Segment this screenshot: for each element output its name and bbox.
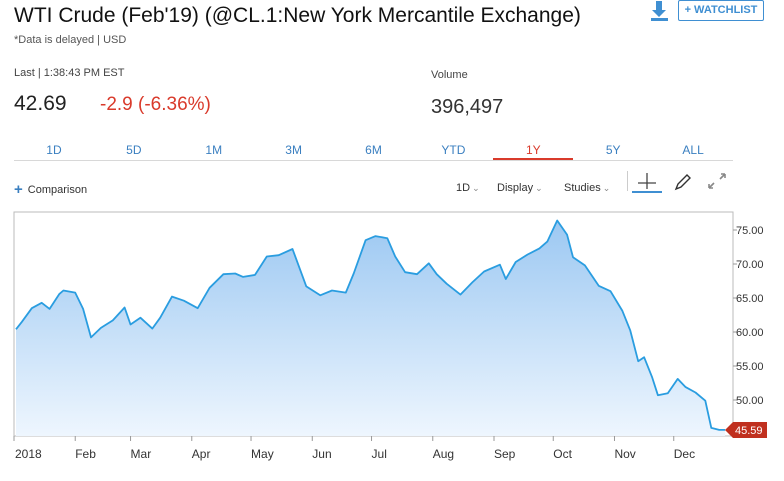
pencil-icon[interactable] bbox=[668, 171, 698, 193]
tab-1m[interactable]: 1M bbox=[205, 143, 223, 157]
series-area bbox=[16, 220, 726, 436]
last-value-marker bbox=[725, 421, 767, 438]
volume-label: Volume bbox=[431, 69, 468, 81]
x-tick-label: Sep bbox=[494, 447, 516, 461]
page-title: WTI Crude (Feb'19) (@CL.1:New York Merca… bbox=[14, 4, 581, 27]
tab-1y[interactable]: 1Y bbox=[493, 141, 574, 160]
tab-ytd[interactable]: YTD bbox=[441, 143, 466, 157]
interval-dropdown[interactable]: 1D ⌄ bbox=[456, 182, 480, 194]
y-tick-label: 75.00 bbox=[736, 225, 764, 237]
tab-5y[interactable]: 5Y bbox=[605, 143, 621, 157]
tab-1d[interactable]: 1D bbox=[46, 143, 62, 157]
last-value-label: 45.59 bbox=[735, 425, 763, 437]
y-tick-label: 60.00 bbox=[736, 327, 764, 339]
comparison-button[interactable]: + Comparison bbox=[14, 181, 87, 198]
tab-5d[interactable]: 5D bbox=[126, 143, 142, 157]
x-tick-label: Nov bbox=[614, 447, 635, 461]
studies-label: Studies bbox=[564, 182, 601, 194]
y-tick-label: 65.00 bbox=[736, 293, 764, 305]
download-icon[interactable] bbox=[648, 0, 672, 22]
expand-icon[interactable] bbox=[702, 171, 732, 193]
price-change: -2.9 (-6.36%) bbox=[100, 94, 211, 115]
x-tick-label: 2018 bbox=[15, 447, 42, 461]
y-tick-label: 70.00 bbox=[736, 259, 764, 271]
x-tick-label: Dec bbox=[674, 447, 695, 461]
last-value-badge: 45.59 bbox=[725, 421, 767, 438]
y-tick-label: 50.00 bbox=[736, 395, 764, 407]
series-line bbox=[15, 219, 726, 431]
watchlist-button[interactable]: + WATCHLIST bbox=[678, 0, 764, 21]
x-tick-label: May bbox=[251, 447, 274, 461]
tab-6m[interactable]: 6M bbox=[365, 143, 382, 157]
chevron-down-icon: ⌄ bbox=[602, 183, 611, 193]
range-tabs: 1D 5D 1M 3M 6M YTD 1Y 5Y ALL bbox=[14, 141, 733, 161]
studies-dropdown[interactable]: Studies ⌄ bbox=[564, 182, 610, 194]
chart-canvas: 75.00 70.00 65.00 60.00 55.00 50.00 2018 Feb Mar… bbox=[13, 211, 767, 461]
plus-icon: + bbox=[14, 181, 23, 198]
interval-label: 1D bbox=[456, 182, 471, 194]
x-tick-label: Oct bbox=[553, 447, 572, 461]
last-trade-label: Last | 1:38:43 PM EST bbox=[14, 67, 125, 79]
x-tick-label: Aug bbox=[433, 447, 454, 461]
volume-value: 396,497 bbox=[431, 96, 504, 118]
display-dropdown[interactable]: Display ⌄ bbox=[497, 182, 543, 194]
x-tick-label: Jul bbox=[372, 447, 387, 461]
tab-all[interactable]: ALL bbox=[682, 143, 704, 157]
y-tick-label: 55.00 bbox=[736, 361, 764, 373]
delayed-note: *Data is delayed | USD bbox=[14, 34, 127, 46]
tab-3m[interactable]: 3M bbox=[285, 143, 302, 157]
chevron-down-icon: ⌄ bbox=[535, 183, 543, 193]
toolbar-divider bbox=[627, 171, 628, 191]
crosshair-icon[interactable] bbox=[632, 171, 662, 193]
last-price: 42.69 bbox=[14, 92, 67, 115]
price-chart[interactable]: 75.00 70.00 65.00 60.00 55.00 50.00 2018 Feb Mar… bbox=[0, 205, 784, 481]
display-label: Display bbox=[497, 182, 534, 194]
comparison-label: Comparison bbox=[27, 184, 88, 196]
chevron-down-icon: ⌄ bbox=[472, 183, 480, 193]
x-tick-label: Feb bbox=[75, 447, 96, 461]
x-tick-label: Mar bbox=[131, 447, 152, 461]
x-tick-label: Jun bbox=[312, 447, 331, 461]
x-tick-label: Apr bbox=[192, 447, 211, 461]
